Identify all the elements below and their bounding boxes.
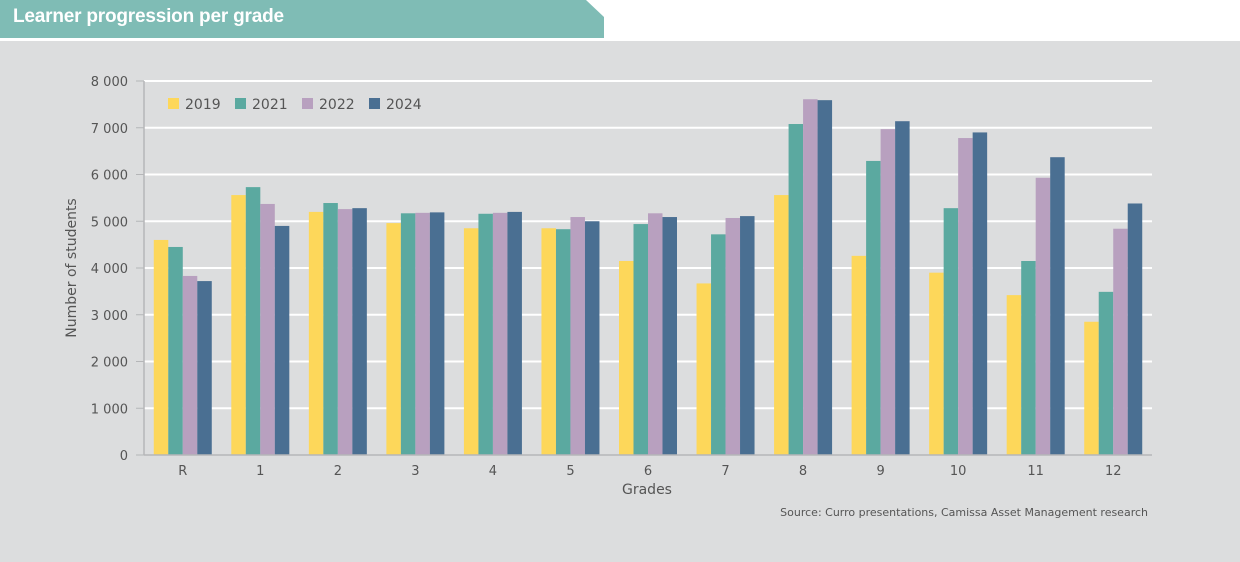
legend-swatch-2022 bbox=[302, 98, 313, 109]
bar-2022-grade-5 bbox=[570, 217, 585, 455]
bar-2021-grade-10 bbox=[943, 208, 959, 455]
bar-2022-grade-1 bbox=[260, 203, 275, 455]
x-tick-label: 4 bbox=[489, 464, 497, 479]
bar-2021-grade-5 bbox=[555, 229, 571, 455]
x-tick-label: R bbox=[178, 464, 187, 479]
bar-2022-grade-8 bbox=[803, 99, 818, 456]
bar-2021-grade-4 bbox=[478, 213, 493, 455]
bar-2019-grade-1 bbox=[231, 195, 246, 455]
x-tick-label: 6 bbox=[644, 464, 652, 479]
y-axis: 0 1 000 2 000 3 000 4 000 5 000 6 000 7 000 8 00… bbox=[91, 75, 145, 464]
bar-2024-grade-R bbox=[197, 281, 212, 455]
bar-2024-grade-10 bbox=[972, 132, 988, 456]
bar-2021-grade-1 bbox=[245, 187, 261, 455]
bar-2019-grade-8 bbox=[774, 195, 789, 455]
bar-2022-grade-7 bbox=[725, 217, 741, 455]
x-tick-label: 8 bbox=[799, 464, 807, 479]
bar-2024-grade-7 bbox=[740, 216, 755, 455]
bar-2024-grade-11 bbox=[1050, 157, 1065, 455]
bar-2019-grade-3 bbox=[386, 223, 401, 455]
bar-2022-grade-6 bbox=[648, 213, 663, 455]
legend-label-2019: 2019 bbox=[185, 97, 221, 113]
x-axis-title: Grades bbox=[622, 482, 672, 498]
bar-2024-grade-8 bbox=[817, 100, 833, 455]
bar-2024-grade-2 bbox=[352, 208, 367, 455]
chart-title: Learner progression per grade bbox=[13, 6, 284, 27]
y-tick-label: 8 000 bbox=[91, 75, 128, 90]
bar-2024-grade-4 bbox=[507, 211, 522, 455]
chart-header-banner bbox=[0, 0, 604, 38]
legend-label-2022: 2022 bbox=[319, 97, 355, 113]
y-tick-label: 6 000 bbox=[91, 169, 128, 184]
bar-2021-grade-7 bbox=[711, 234, 726, 455]
bar-2021-grade-R bbox=[168, 246, 183, 455]
y-tick-label: 2 000 bbox=[91, 356, 128, 371]
bar-2019-grade-5 bbox=[541, 228, 556, 455]
bar-2021-grade-3 bbox=[400, 213, 416, 455]
bar-2022-grade-R bbox=[182, 275, 198, 455]
bar-2021-grade-9 bbox=[866, 160, 881, 455]
x-tick-label: 7 bbox=[721, 464, 729, 479]
legend-swatch-2019 bbox=[168, 98, 179, 109]
x-tick-label: 2 bbox=[334, 464, 342, 479]
x-tick-label: 9 bbox=[876, 464, 884, 479]
legend: 2019 2021 2022 2024 bbox=[168, 97, 422, 113]
legend-swatch-2024 bbox=[369, 98, 380, 109]
bar-2022-grade-3 bbox=[415, 212, 430, 455]
bars bbox=[153, 99, 1143, 456]
bar-2024-grade-5 bbox=[584, 221, 600, 455]
y-tick-label: 5 000 bbox=[91, 215, 128, 230]
bar-2021-grade-12 bbox=[1098, 291, 1114, 455]
bar-2019-grade-12 bbox=[1084, 321, 1099, 455]
legend-label-2021: 2021 bbox=[252, 97, 288, 113]
bar-2019-grade-10 bbox=[929, 272, 944, 455]
y-axis-title: Number of students bbox=[64, 198, 80, 337]
y-tick-label: 7 000 bbox=[91, 122, 128, 137]
bar-2022-grade-10 bbox=[958, 138, 973, 455]
y-tick-label: 4 000 bbox=[91, 262, 128, 277]
bar-2019-grade-9 bbox=[851, 255, 867, 455]
bar-2024-grade-12 bbox=[1127, 203, 1143, 455]
bar-2019-grade-6 bbox=[619, 260, 634, 455]
source-note: Source: Curro presentations, Camissa Ass… bbox=[780, 506, 1148, 519]
bar-2024-grade-9 bbox=[895, 121, 910, 455]
x-tick-label: 3 bbox=[411, 464, 419, 479]
bar-2019-grade-7 bbox=[696, 283, 712, 455]
legend-swatch-2021 bbox=[235, 98, 246, 109]
bar-2022-grade-4 bbox=[492, 212, 508, 455]
bar-2019-grade-4 bbox=[463, 228, 479, 455]
x-tick-label: 11 bbox=[1027, 464, 1044, 479]
x-tick-label: 5 bbox=[566, 464, 574, 479]
y-tick-label: 0 bbox=[120, 449, 128, 464]
x-tick-label: 1 bbox=[256, 464, 264, 479]
bar-2024-grade-1 bbox=[274, 225, 290, 455]
bar-2019-grade-R bbox=[153, 239, 169, 455]
bar-2019-grade-11 bbox=[1006, 295, 1022, 455]
bar-2022-grade-9 bbox=[880, 129, 896, 455]
bar-2022-grade-11 bbox=[1035, 177, 1051, 455]
bar-2022-grade-2 bbox=[337, 209, 353, 455]
bar-2021-grade-6 bbox=[633, 224, 648, 455]
bar-2024-grade-6 bbox=[662, 217, 677, 455]
bar-2024-grade-3 bbox=[429, 212, 445, 455]
x-tick-label: 12 bbox=[1105, 464, 1122, 479]
y-tick-label: 3 000 bbox=[91, 309, 128, 324]
bar-2021-grade-11 bbox=[1021, 260, 1036, 455]
bar-2019-grade-2 bbox=[308, 211, 324, 455]
legend-label-2024: 2024 bbox=[386, 97, 422, 113]
bar-2022-grade-12 bbox=[1113, 228, 1128, 455]
x-tick-label: 10 bbox=[950, 464, 967, 479]
bar-2021-grade-2 bbox=[323, 203, 338, 455]
y-tick-label: 1 000 bbox=[91, 402, 128, 417]
x-axis: R 1 2 3 4 5 6 7 8 9 10 11 12 bbox=[144, 454, 1152, 479]
bar-2021-grade-8 bbox=[788, 124, 804, 455]
